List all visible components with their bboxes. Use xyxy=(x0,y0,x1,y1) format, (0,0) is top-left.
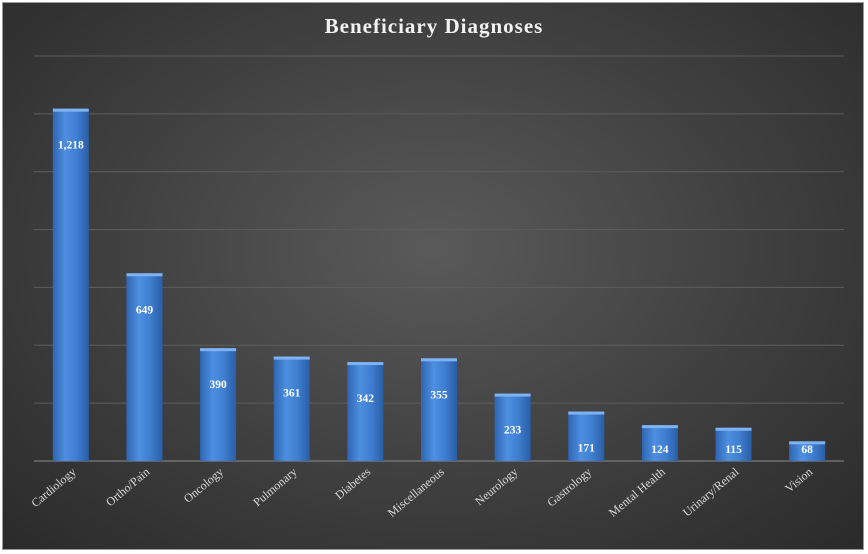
x-tick-label: Gastrology xyxy=(544,465,594,510)
x-tick-label: Diabetes xyxy=(332,464,373,502)
bar-highlight xyxy=(126,273,163,277)
bar-oncology xyxy=(200,348,237,461)
data-label: 233 xyxy=(504,425,522,437)
data-label: 390 xyxy=(209,379,227,391)
bar-urinary-renal xyxy=(715,427,752,461)
x-tick-label: Cardiology xyxy=(28,465,78,510)
bar-highlight xyxy=(715,427,752,431)
data-label: 355 xyxy=(430,389,448,401)
x-tick-label: Ortho/Pain xyxy=(103,465,152,510)
x-tick-label: Miscellaneous xyxy=(385,464,447,519)
bar-vision xyxy=(789,441,826,461)
data-label: 361 xyxy=(283,388,301,400)
data-label: 342 xyxy=(357,393,375,405)
bar-highlight xyxy=(494,393,531,397)
data-label: 115 xyxy=(725,444,742,456)
bar-miscellaneous xyxy=(421,358,457,461)
x-tick-label: Neurology xyxy=(472,465,520,509)
x-tick-label: Pulmonary xyxy=(250,465,299,510)
bar-highlight xyxy=(421,358,457,362)
data-label: 68 xyxy=(801,444,813,456)
bar-highlight xyxy=(568,411,605,415)
bar-diabetes xyxy=(347,362,384,461)
bar-cardiology xyxy=(52,108,89,462)
bar-mental-health xyxy=(641,425,678,461)
data-label: 124 xyxy=(651,444,669,456)
bar-highlight xyxy=(200,348,237,352)
chart-title: Beneficiary Diagnoses xyxy=(324,14,544,38)
bar-ortho-pain xyxy=(126,273,163,461)
bar-gastrology xyxy=(568,411,605,461)
data-label: 1,218 xyxy=(58,140,84,152)
bar-highlight xyxy=(347,362,384,366)
bar-highlight xyxy=(789,441,826,445)
x-tick-label: Mental Health xyxy=(606,465,668,520)
bar-highlight xyxy=(52,108,89,112)
bar-pulmonary xyxy=(273,356,310,461)
bar-highlight xyxy=(641,425,678,429)
data-label: 171 xyxy=(578,443,596,455)
x-tick-label: Vision xyxy=(782,465,815,496)
bar-neurology xyxy=(494,393,531,461)
x-tick-label: Urinary/Renal xyxy=(680,464,742,519)
bar-highlight xyxy=(273,356,310,360)
data-label: 649 xyxy=(136,304,154,316)
x-tick-label: Oncology xyxy=(181,465,226,506)
